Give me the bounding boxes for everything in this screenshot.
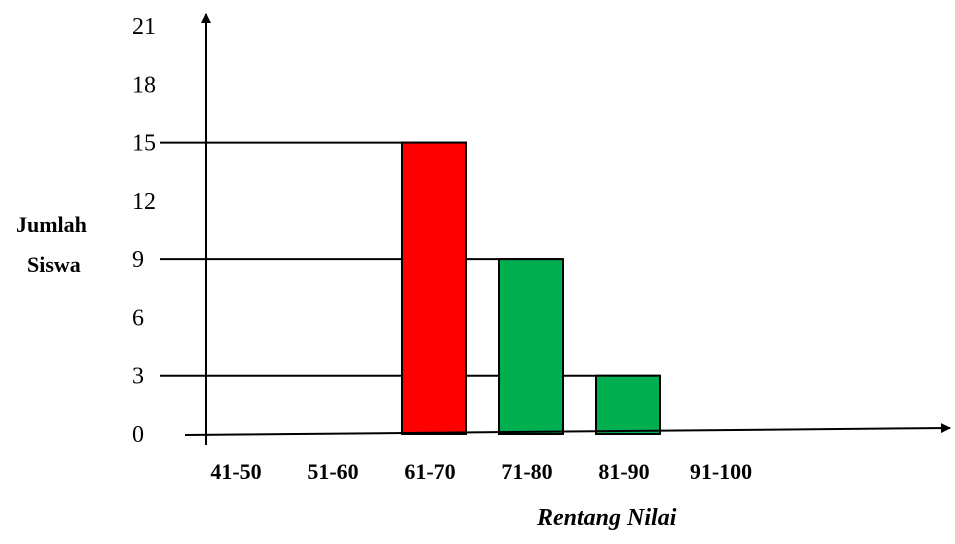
y-tick-label: 3 — [132, 364, 144, 390]
y-tick-label: 18 — [132, 72, 156, 98]
bar-81-90 — [595, 374, 661, 436]
bar-71-80 — [498, 258, 564, 435]
x-tick-label: 91-100 — [690, 459, 752, 484]
bar-61-70 — [401, 141, 467, 435]
bars — [401, 141, 661, 436]
y-axis-label-line-1: Jumlah — [16, 212, 87, 237]
y-tick-label: 0 — [132, 422, 144, 448]
y-tick-label: 6 — [132, 305, 144, 331]
y-tick-label: 9 — [132, 247, 144, 273]
y-tick-label: 15 — [132, 131, 156, 157]
y-tick-label: 12 — [132, 189, 156, 215]
x-tick-label: 81-90 — [598, 459, 649, 484]
x-tick-label: 61-70 — [404, 459, 455, 484]
x-tick-label: 71-80 — [501, 459, 552, 484]
x-axis-label: Rentang Nilai — [536, 505, 677, 531]
y-tick-label: 21 — [132, 14, 156, 40]
x-tick-label: 41-50 — [210, 459, 261, 484]
y-axis-label-line-2: Siswa — [27, 252, 81, 277]
x-tick-labels: 41-50 51-60 61-70 71-80 81-90 91-100 — [210, 459, 752, 484]
y-tick-labels: 0 3 6 9 12 15 18 21 — [132, 14, 156, 448]
x-tick-label: 51-60 — [307, 459, 358, 484]
x-axis — [184, 423, 951, 436]
